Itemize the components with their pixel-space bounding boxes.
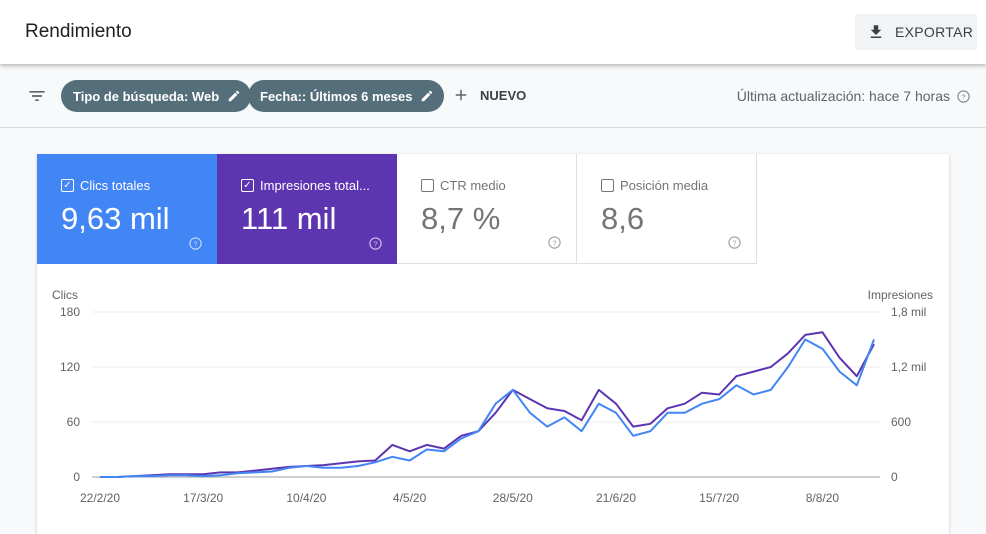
svg-text:?: ? bbox=[961, 92, 965, 101]
export-button[interactable]: EXPORTAR bbox=[855, 14, 977, 50]
svg-text:?: ? bbox=[373, 239, 377, 248]
performance-chart[interactable]: Clics Impresiones 0 0 60 600 120 1,2 mil 180 1,8 … bbox=[37, 284, 949, 514]
filter-chip-date[interactable]: Fecha:: Últimos 6 meses bbox=[248, 80, 445, 112]
performance-card: ✓ Clics totales 9,63 mil ? ✓ Impresiones t… bbox=[37, 154, 949, 534]
svg-text:?: ? bbox=[552, 238, 556, 247]
metric-total-clicks[interactable]: ✓ Clics totales 9,63 mil ? bbox=[37, 154, 217, 264]
page-header: Rendimiento EXPORTAR bbox=[0, 0, 986, 64]
left-axis-title: Clics bbox=[52, 288, 78, 302]
checkbox-unchecked-icon[interactable] bbox=[421, 179, 434, 192]
right-tick-label: 0 bbox=[891, 470, 898, 484]
x-tick-label: 8/8/20 bbox=[806, 491, 840, 505]
page-title: Rendimiento bbox=[25, 21, 132, 42]
metric-total-impressions[interactable]: ✓ Impresiones total... 111 mil ? bbox=[217, 154, 397, 264]
edit-icon[interactable] bbox=[420, 89, 434, 103]
series-line-clics bbox=[100, 338, 875, 478]
new-filter-label: NUEVO bbox=[480, 87, 527, 103]
series-line-impresiones bbox=[100, 331, 875, 478]
help-icon[interactable]: ? bbox=[727, 235, 742, 250]
metric-label: Impresiones total... bbox=[260, 178, 370, 193]
x-tick-label: 21/6/20 bbox=[596, 491, 636, 505]
chip-label: Fecha:: Últimos 6 meses bbox=[260, 88, 413, 104]
left-tick-label: 60 bbox=[67, 415, 81, 429]
right-tick-label: 600 bbox=[891, 415, 911, 429]
plus-icon bbox=[455, 89, 467, 101]
checkbox-unchecked-icon[interactable] bbox=[601, 179, 614, 192]
x-tick-label: 17/3/20 bbox=[183, 491, 223, 505]
metric-average-position[interactable]: Posición media 8,6 ? bbox=[577, 154, 757, 264]
help-icon[interactable]: ? bbox=[956, 89, 971, 104]
checkbox-checked-icon[interactable]: ✓ bbox=[61, 179, 74, 192]
export-label: EXPORTAR bbox=[895, 24, 974, 40]
right-axis-title: Impresiones bbox=[868, 288, 933, 302]
metric-label: Posición media bbox=[620, 178, 709, 193]
left-tick-label: 0 bbox=[73, 470, 80, 484]
help-icon[interactable]: ? bbox=[188, 236, 203, 251]
right-tick-label: 1,8 mil bbox=[891, 305, 926, 319]
last-update-text: Última actualización: hace 7 horas bbox=[736, 88, 950, 104]
svg-text:?: ? bbox=[193, 239, 197, 248]
metric-label: CTR medio bbox=[440, 178, 506, 193]
metric-value: 9,63 mil bbox=[61, 201, 170, 236]
left-tick-label: 120 bbox=[60, 360, 80, 374]
x-tick-label: 22/2/20 bbox=[80, 491, 120, 505]
new-filter-button[interactable]: NUEVO bbox=[452, 86, 526, 104]
chip-label: Tipo de búsqueda: Web bbox=[73, 88, 220, 104]
x-tick-label: 4/5/20 bbox=[393, 491, 427, 505]
right-tick-label: 1,2 mil bbox=[891, 360, 926, 374]
checkbox-checked-icon[interactable]: ✓ bbox=[241, 179, 254, 192]
last-update: Última actualización: hace 7 horas ? bbox=[737, 88, 971, 104]
metric-label: Clics totales bbox=[80, 178, 151, 193]
metric-average-ctr[interactable]: CTR medio 8,7 % ? bbox=[397, 154, 577, 264]
svg-text:?: ? bbox=[732, 238, 736, 247]
x-tick-label: 10/4/20 bbox=[286, 491, 326, 505]
metric-value: 8,6 bbox=[601, 201, 645, 236]
metric-value: 111 mil bbox=[241, 201, 337, 236]
x-tick-label: 28/5/20 bbox=[493, 491, 533, 505]
download-icon bbox=[870, 25, 882, 38]
left-tick-label: 180 bbox=[60, 305, 80, 319]
help-icon[interactable]: ? bbox=[368, 236, 383, 251]
help-icon[interactable]: ? bbox=[547, 235, 562, 250]
x-tick-label: 15/7/20 bbox=[699, 491, 739, 505]
filter-bar: Tipo de búsqueda: Web Fecha:: Últimos 6 … bbox=[0, 64, 986, 128]
filter-icon[interactable] bbox=[27, 86, 47, 106]
edit-icon[interactable] bbox=[227, 89, 241, 103]
metric-value: 8,7 % bbox=[421, 201, 501, 236]
filter-chip-search-type[interactable]: Tipo de búsqueda: Web bbox=[61, 80, 252, 112]
